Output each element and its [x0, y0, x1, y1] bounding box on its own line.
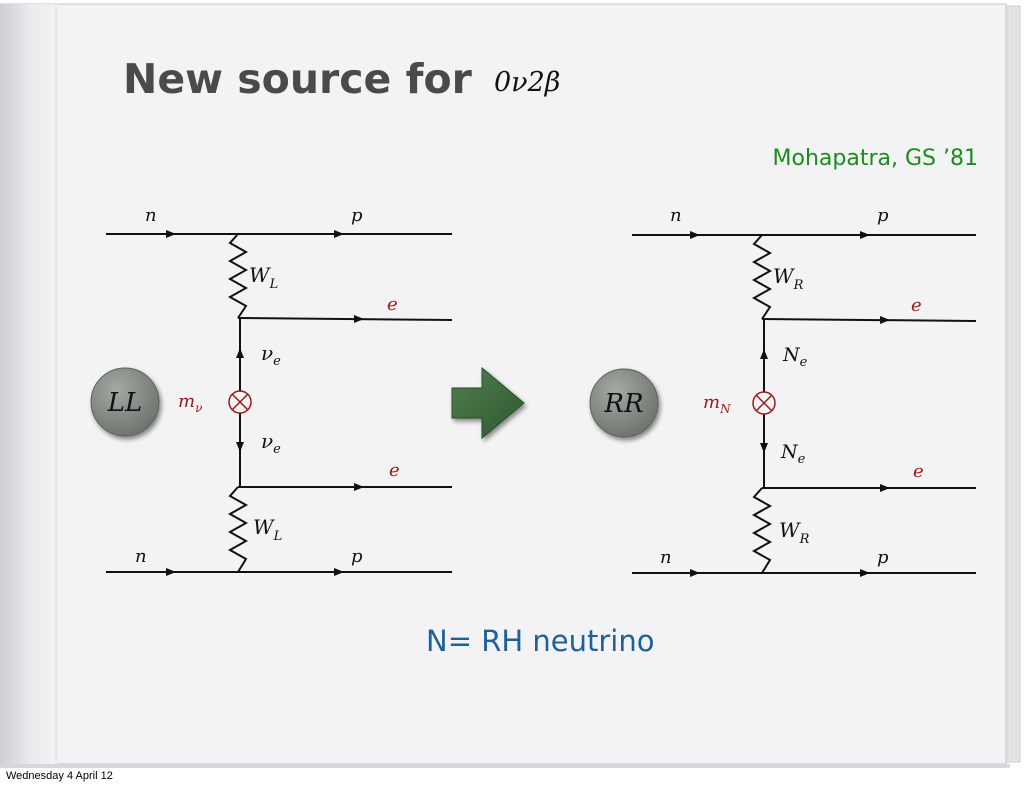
- label-p-bottom: p: [877, 547, 889, 568]
- electron-line-top: [237, 317, 453, 321]
- w-boson-top: [751, 234, 773, 320]
- model-label-rr: RR: [603, 389, 643, 419]
- label-e-top: e: [387, 294, 398, 315]
- feynman-diagram-left: [106, 233, 453, 573]
- label-p-bottom: p: [351, 546, 363, 567]
- arrowhead-e-top: [880, 316, 890, 324]
- labels-left: n p WL e νe mν νe e WL n p: [135, 205, 400, 567]
- model-badge-rr: RR: [589, 368, 659, 438]
- label-n-bottom: n: [660, 547, 672, 568]
- label-e-bottom: e: [913, 461, 924, 482]
- arrowheads-right: [690, 231, 890, 577]
- label-mass: mν: [178, 391, 202, 415]
- label-nu-bottom: Ne: [780, 441, 806, 467]
- label-e-bottom: e: [389, 460, 400, 481]
- page-spine: [0, 4, 58, 764]
- label-nu-bottom: νe: [261, 429, 281, 457]
- w-boson-top: [227, 233, 249, 319]
- slide-title: New source for: [123, 55, 473, 103]
- arrowhead-n-bottom: [690, 569, 700, 577]
- slide-caption: N= RH neutrino: [426, 624, 654, 658]
- arrowhead-p-bottom: [334, 568, 344, 576]
- label-n-bottom: n: [135, 546, 147, 567]
- labels-right: n p WR e Ne mN Ne e WR n p: [660, 205, 924, 568]
- arrowhead-e-bottom: [354, 483, 364, 491]
- feynman-diagram-right: [632, 234, 977, 574]
- arrowhead-p-top: [860, 231, 870, 239]
- arrowhead-n-top: [690, 231, 700, 239]
- label-w-bottom: WL: [253, 515, 282, 544]
- label-w-bottom: WR: [779, 518, 810, 547]
- label-p-top: p: [877, 205, 889, 226]
- label-nu-top: νe: [261, 341, 281, 369]
- label-nu-top: Ne: [782, 344, 808, 370]
- label-w-top: WR: [773, 264, 804, 293]
- arrowheads-left: [166, 230, 364, 576]
- arrowhead-e-bottom: [880, 484, 890, 492]
- label-n-top: n: [145, 205, 157, 226]
- w-boson-bottom: [227, 486, 249, 573]
- arrowhead-nu-down: [760, 443, 768, 453]
- citation: Mohapatra, GS ’81: [773, 146, 978, 171]
- electron-line-top: [761, 318, 977, 322]
- right-arrow-icon: [451, 366, 525, 440]
- w-boson-bottom: [751, 487, 773, 574]
- arrowhead-n-top: [166, 230, 176, 238]
- notebook-page: [0, 3, 1021, 768]
- label-n-top: n: [670, 205, 682, 226]
- title-math: 0ν2β: [494, 67, 560, 98]
- label-e-top: e: [911, 295, 922, 316]
- label-mass: mN: [703, 392, 731, 416]
- arrowhead-p-bottom: [860, 569, 870, 577]
- date-footer: Wednesday 4 April 12: [6, 770, 113, 782]
- arrowhead-nu-up: [760, 349, 768, 359]
- arrowhead-p-top: [334, 230, 344, 238]
- model-label-ll: LL: [107, 388, 143, 418]
- label-p-top: p: [351, 205, 363, 226]
- model-badge-ll: LL: [90, 367, 160, 437]
- arrowhead-e-top: [354, 315, 364, 323]
- arrowhead-n-bottom: [166, 568, 176, 576]
- arrowhead-nu-up: [236, 348, 244, 358]
- arrowhead-nu-down: [236, 442, 244, 452]
- label-w-top: WL: [249, 263, 278, 292]
